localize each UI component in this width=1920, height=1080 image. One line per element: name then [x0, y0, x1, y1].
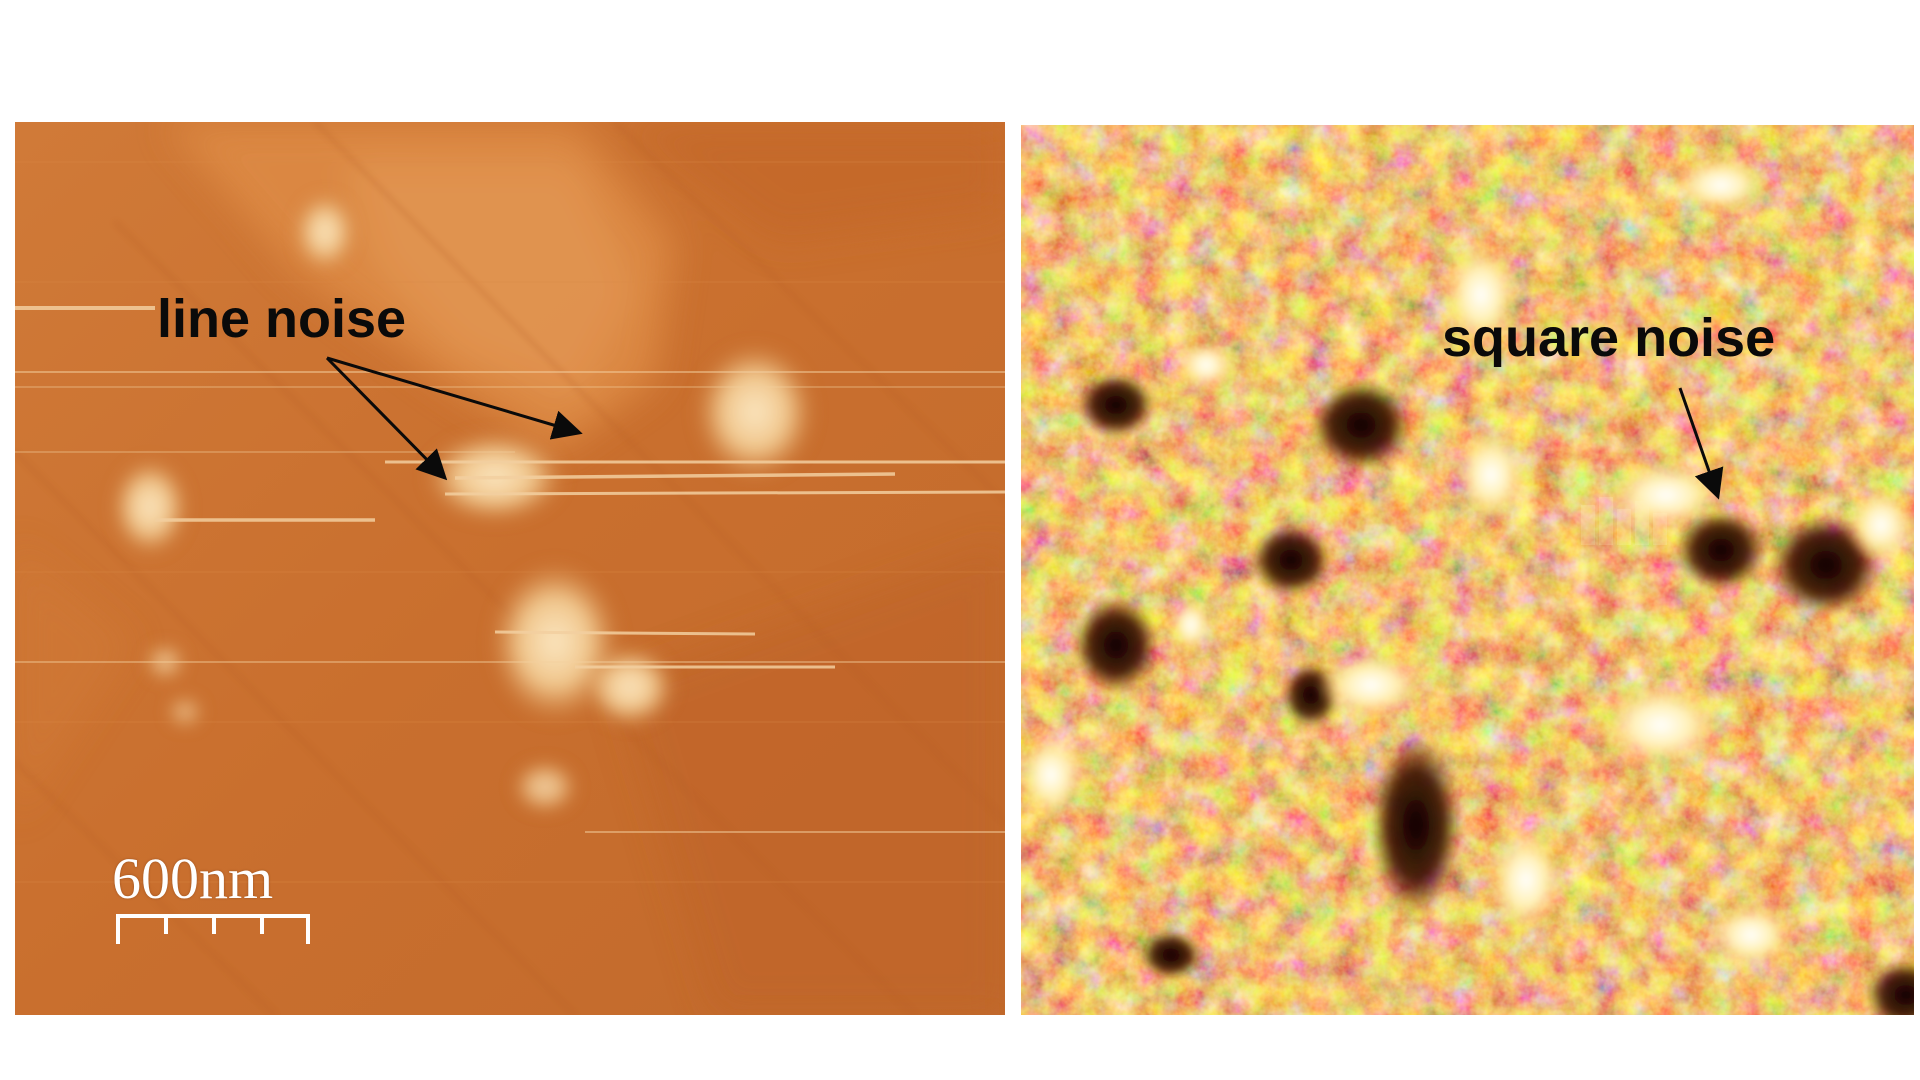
- line-noise-label: line noise: [157, 289, 407, 349]
- scale-bar-label: 600nm: [112, 846, 274, 911]
- square-noise-label: square noise: [1442, 308, 1776, 368]
- scale-bar-ruler: [116, 914, 310, 944]
- afm-image-line-noise: [15, 122, 1005, 1015]
- afm-image-square-noise: [1021, 125, 1914, 1015]
- afm-image-left-svg: [15, 122, 1005, 1015]
- afm-image-right-svg: [1021, 125, 1914, 1015]
